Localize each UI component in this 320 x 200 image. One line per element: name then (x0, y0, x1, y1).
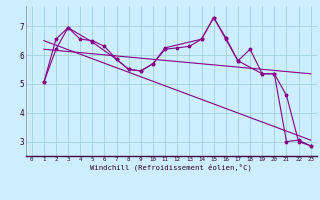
X-axis label: Windchill (Refroidissement éolien,°C): Windchill (Refroidissement éolien,°C) (90, 164, 252, 171)
